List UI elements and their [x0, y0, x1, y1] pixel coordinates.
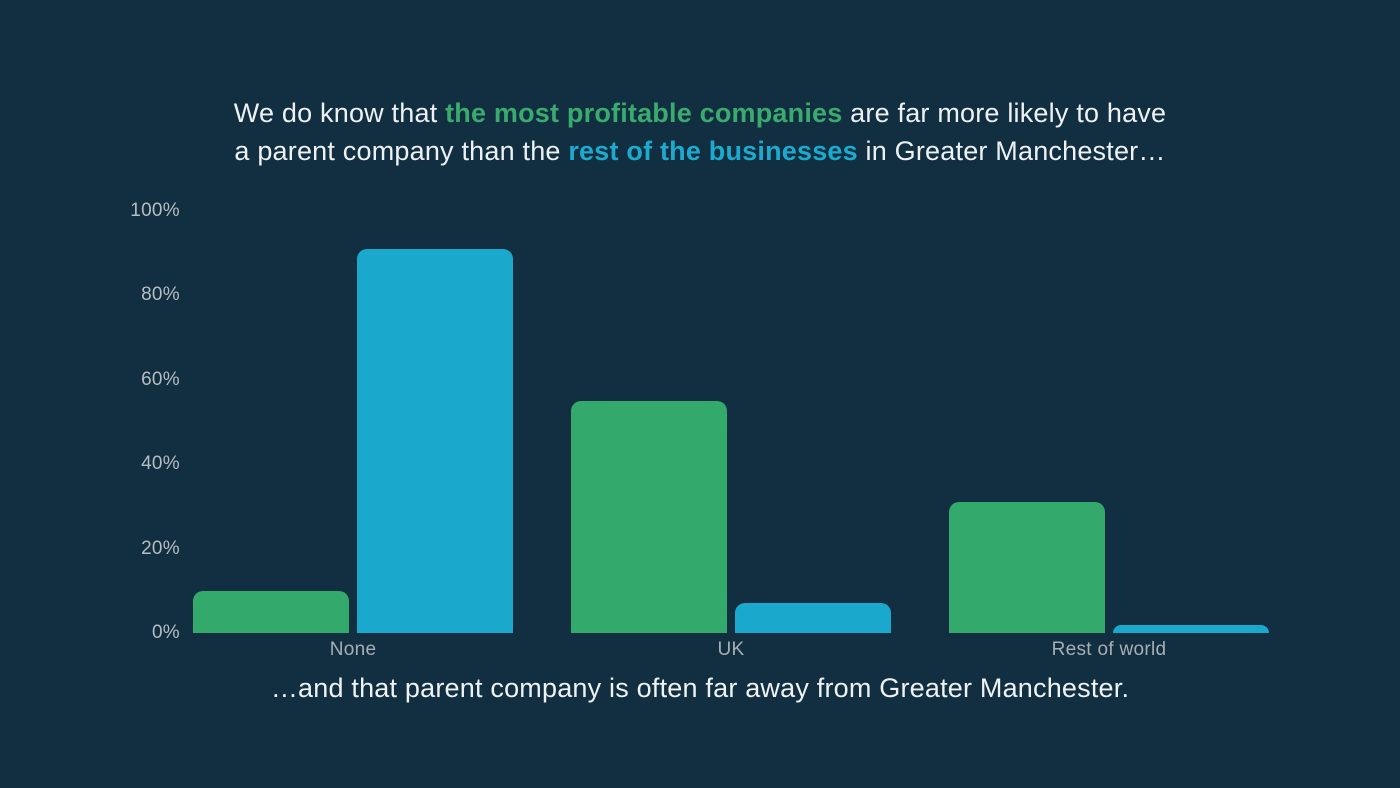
title-highlight-blue: rest of the businesses [568, 136, 858, 166]
bar-rest-of-world-rest-of-the-businesses [1113, 624, 1269, 633]
y-axis-tick-20: 20% [141, 537, 180, 559]
bar-uk-rest-of-the-businesses [735, 603, 891, 633]
bar-rest-of-world-the-most-profitable-companies [949, 502, 1105, 633]
title-highlight-green: the most profitable companies [445, 98, 843, 128]
bar-group-uk: UK [571, 211, 891, 660]
caption: …and that parent company is often far aw… [270, 673, 1130, 703]
title-text-segment: We do know that [233, 98, 446, 128]
title-text-segment: a parent company than the [234, 136, 569, 166]
bar-none-rest-of-the-businesses [357, 248, 513, 633]
y-axis-tick-100: 100% [130, 200, 180, 221]
bar-uk-the-most-profitable-companies [571, 400, 727, 633]
x-axis-label-rest-of-world: Rest of world [1051, 639, 1167, 660]
title-line-1: We do know that the most profitable comp… [0, 94, 1400, 132]
y-axis: 0% 20% 40% 60% 80% 100% [0, 200, 180, 643]
y-axis-tick-0: 0% [151, 622, 180, 643]
y-axis-tick-60: 60% [141, 368, 180, 390]
title-text-segment: in Greater Manchester… [857, 136, 1166, 166]
y-axis-tick-40: 40% [141, 453, 180, 475]
title-line-2: a parent company than the rest of the bu… [0, 132, 1400, 170]
y-axis-tick-80: 80% [141, 284, 180, 306]
bar-none-the-most-profitable-companies [193, 590, 349, 633]
bar-group-rest-of-world: Rest of world [949, 211, 1269, 660]
x-axis-label-uk: UK [717, 639, 745, 660]
x-axis-label-none: None [329, 639, 377, 660]
bar-group-none: None [193, 211, 513, 660]
title-text-segment: are far more likely to have [842, 98, 1167, 128]
plot-area: None UK Rest of world [193, 211, 1269, 660]
chart-title: We do know that the most profitable comp… [0, 94, 1400, 170]
